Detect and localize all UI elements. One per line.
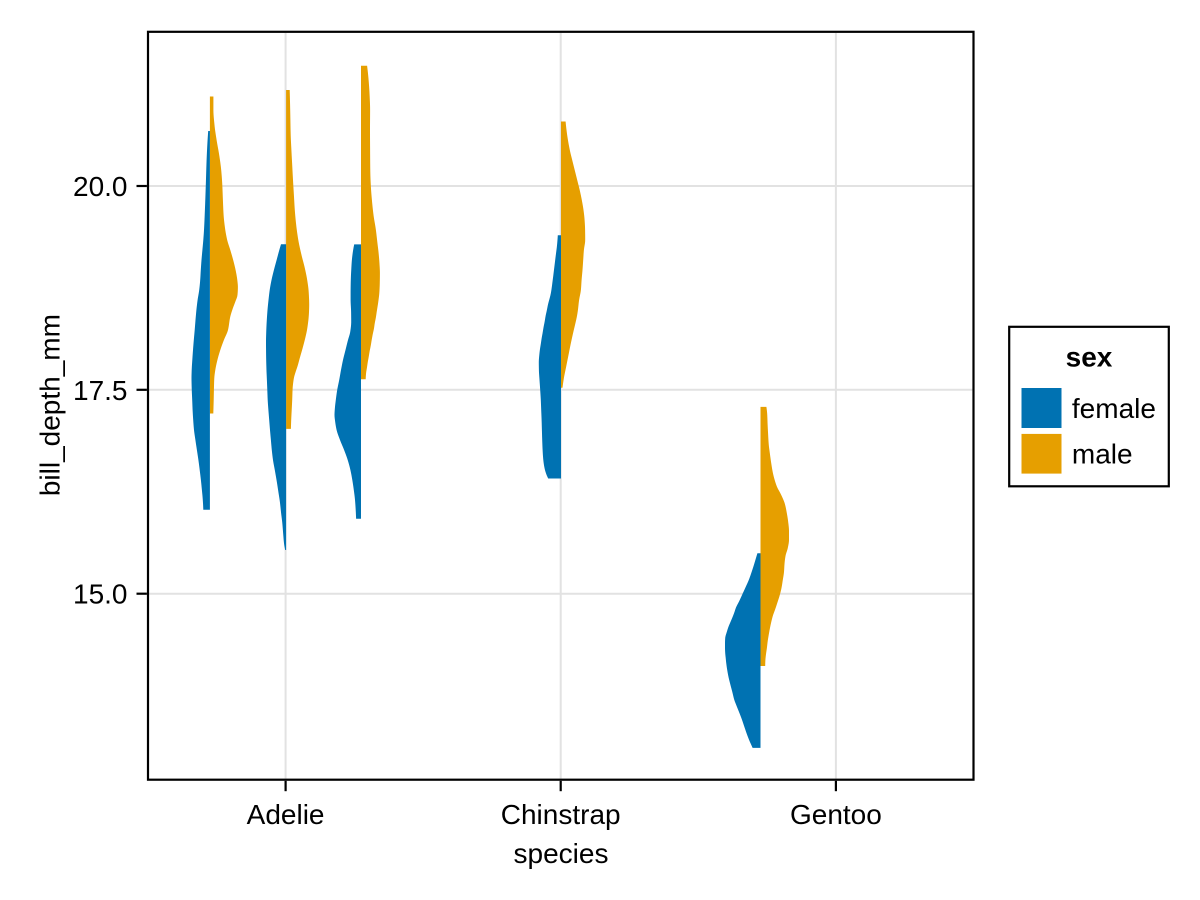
svg-text:Chinstrap: Chinstrap <box>501 799 621 830</box>
svg-text:Gentoo: Gentoo <box>790 799 882 830</box>
svg-text:20.0: 20.0 <box>73 171 128 202</box>
svg-text:Adelie: Adelie <box>247 799 325 830</box>
svg-text:female: female <box>1072 393 1156 424</box>
svg-text:bill_depth_mm: bill_depth_mm <box>35 314 66 496</box>
svg-text:species: species <box>514 838 609 869</box>
svg-text:15.0: 15.0 <box>73 579 128 610</box>
svg-text:male: male <box>1072 439 1133 470</box>
svg-text:17.5: 17.5 <box>73 375 128 406</box>
svg-text:sex: sex <box>1066 341 1113 372</box>
